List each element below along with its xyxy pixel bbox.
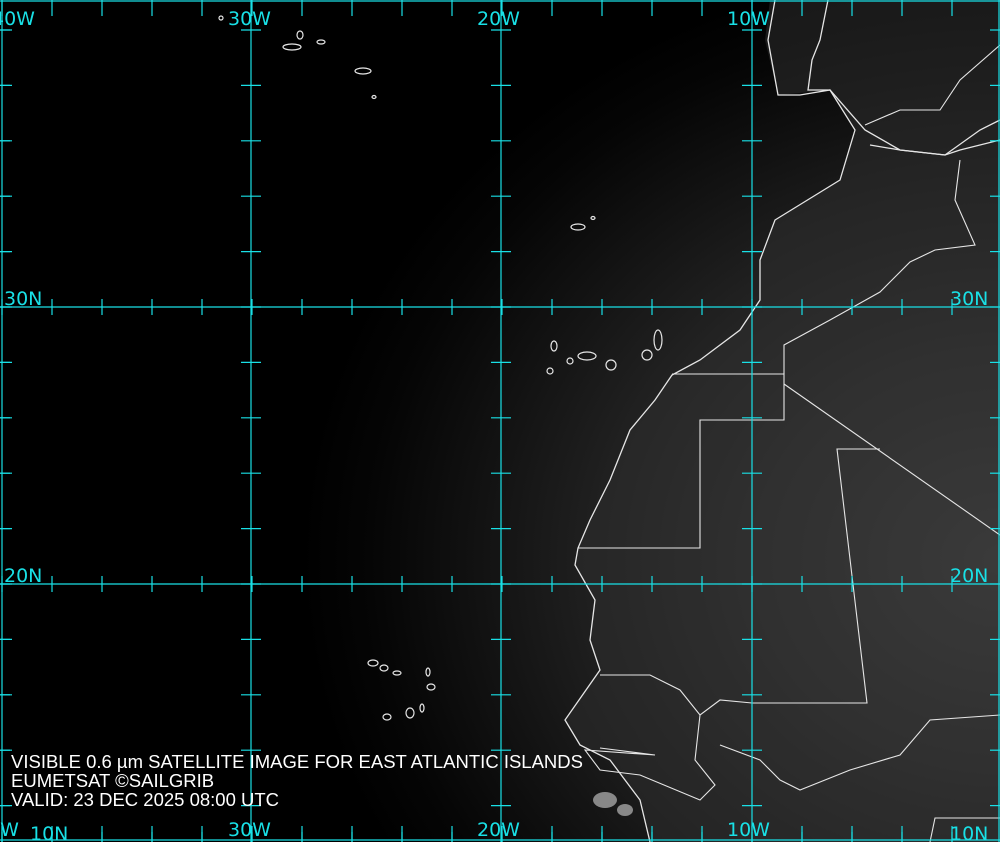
lat-label-left-20n: 20N: [4, 565, 42, 587]
bijagos-islands: [593, 792, 633, 816]
lat-label-right-30n: 30N: [950, 288, 988, 310]
caption-title: VISIBLE 0.6 µm SATELLITE IMAGE FOR EAST …: [11, 751, 583, 772]
guinea-border: [929, 817, 1000, 842]
azores-islands: [218, 15, 377, 100]
lon-label-bottom-20w: 20W: [477, 819, 520, 841]
senegal-borders: [583, 714, 716, 801]
lon-label-top-20w: 20W: [477, 8, 520, 30]
lon-label-bottom-30w: 30W: [228, 819, 271, 841]
mali-border: [719, 714, 1000, 791]
morocco-algeria-border: [783, 159, 976, 374]
mediterranean-coast: [869, 139, 1000, 156]
spain-france-border: [864, 44, 1000, 126]
iberia-coastline: [767, 0, 1000, 156]
lon-label-bottom-40w: 40W: [0, 819, 19, 841]
cape-verde-islands: [367, 659, 436, 721]
lat-label-left-10n: 10N: [30, 823, 68, 842]
africa-coastline: [564, 0, 856, 842]
lon-label-bottom-10w: 10W: [727, 819, 770, 841]
madeira-islands: [570, 215, 596, 231]
lon-label-top-10w: 10W: [727, 8, 770, 30]
lon-label-top-40w: 40W: [0, 8, 35, 30]
mauritania-algeria-border: [783, 383, 1000, 536]
mauritania-mali-border: [600, 448, 880, 716]
lat-label-right-20n: 20N: [950, 565, 988, 587]
caption-credit: EUMETSAT ©SAILGRIB: [11, 770, 215, 791]
lon-label-top-30w: 30W: [228, 8, 271, 30]
lat-label-right-10n: 10N: [950, 823, 988, 842]
western-sahara-border: [578, 373, 785, 549]
lat-label-left-30n: 30N: [4, 288, 42, 310]
caption-valid-time: VALID: 23 DEC 2025 08:00 UTC: [11, 789, 280, 810]
africa-land: [565, 0, 1000, 842]
canary-islands: [546, 329, 663, 375]
